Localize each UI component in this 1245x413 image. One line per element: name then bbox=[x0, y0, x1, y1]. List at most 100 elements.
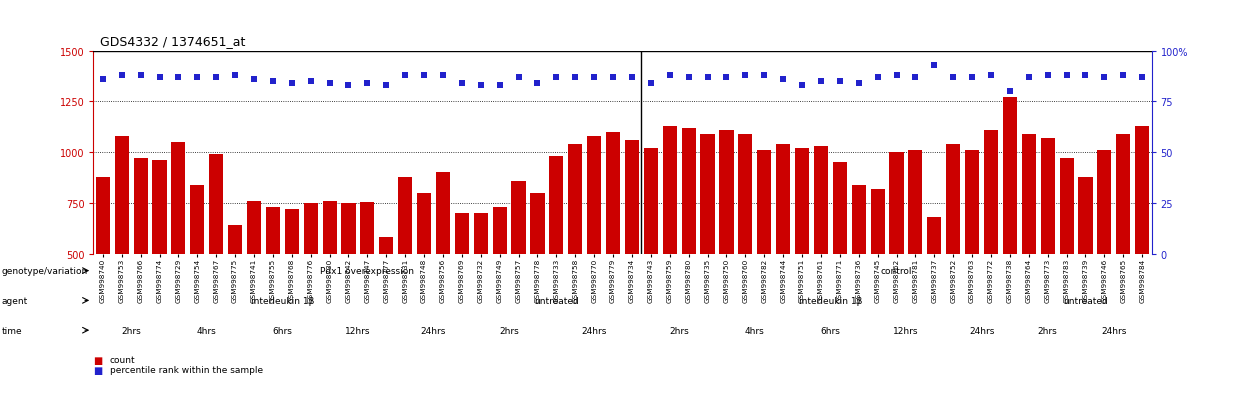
Text: 12hrs: 12hrs bbox=[345, 326, 371, 335]
Point bbox=[736, 73, 756, 79]
Text: 2hrs: 2hrs bbox=[121, 326, 141, 335]
Point bbox=[792, 83, 812, 89]
Bar bbox=[1078, 177, 1093, 254]
Point bbox=[509, 75, 529, 81]
Point bbox=[149, 75, 169, 81]
Bar bbox=[1097, 151, 1112, 254]
Text: ■: ■ bbox=[93, 365, 102, 375]
Point bbox=[697, 75, 717, 81]
Point bbox=[112, 73, 132, 79]
Point bbox=[187, 75, 207, 81]
Bar bbox=[814, 147, 828, 254]
Bar bbox=[266, 207, 280, 254]
Point bbox=[320, 81, 340, 87]
Point bbox=[1000, 89, 1020, 95]
Bar bbox=[152, 161, 167, 254]
Point bbox=[489, 83, 509, 89]
Text: 2hrs: 2hrs bbox=[499, 326, 519, 335]
Text: 4hrs: 4hrs bbox=[197, 326, 217, 335]
Bar bbox=[96, 177, 110, 254]
Bar bbox=[928, 218, 941, 254]
Text: genotype/variation: genotype/variation bbox=[1, 266, 87, 275]
Point bbox=[395, 73, 415, 79]
Bar bbox=[1041, 139, 1055, 254]
Bar bbox=[341, 204, 356, 254]
Point bbox=[1018, 75, 1038, 81]
Text: 24hrs: 24hrs bbox=[969, 326, 995, 335]
Bar bbox=[1117, 135, 1130, 254]
Point bbox=[1132, 75, 1152, 81]
Bar bbox=[625, 141, 639, 254]
Bar bbox=[984, 131, 998, 254]
Text: control: control bbox=[880, 266, 913, 275]
Text: percentile rank within the sample: percentile rank within the sample bbox=[110, 366, 263, 375]
Point bbox=[830, 79, 850, 85]
Point bbox=[1094, 75, 1114, 81]
Point bbox=[944, 75, 964, 81]
Bar bbox=[588, 137, 601, 254]
Point bbox=[849, 81, 869, 87]
Bar bbox=[417, 193, 431, 254]
Point bbox=[1057, 73, 1077, 79]
Point bbox=[603, 75, 622, 81]
Point bbox=[886, 73, 906, 79]
Bar bbox=[1059, 159, 1073, 254]
Point bbox=[471, 83, 491, 89]
Text: ■: ■ bbox=[93, 355, 102, 365]
Bar bbox=[1135, 126, 1149, 254]
Bar bbox=[380, 238, 393, 254]
Bar bbox=[285, 209, 299, 254]
Point bbox=[339, 83, 359, 89]
Text: untreated: untreated bbox=[1063, 296, 1108, 305]
Point bbox=[207, 75, 227, 81]
Point bbox=[225, 73, 245, 79]
Point bbox=[679, 75, 698, 81]
Bar bbox=[1022, 135, 1036, 254]
Bar bbox=[398, 177, 412, 254]
Point bbox=[1076, 73, 1096, 79]
Point bbox=[868, 75, 888, 81]
Point bbox=[962, 75, 982, 81]
Text: 24hrs: 24hrs bbox=[581, 326, 606, 335]
Bar bbox=[322, 202, 336, 254]
Bar bbox=[701, 135, 715, 254]
Bar bbox=[681, 128, 696, 254]
Text: 6hrs: 6hrs bbox=[273, 326, 293, 335]
Bar bbox=[870, 189, 885, 254]
Point bbox=[565, 75, 585, 81]
Bar bbox=[757, 151, 772, 254]
Point bbox=[528, 81, 548, 87]
Text: agent: agent bbox=[1, 296, 27, 305]
Bar bbox=[720, 131, 733, 254]
Point bbox=[547, 75, 566, 81]
Bar bbox=[304, 204, 317, 254]
Bar bbox=[909, 151, 923, 254]
Point bbox=[168, 75, 188, 81]
Bar bbox=[247, 202, 261, 254]
Point bbox=[244, 77, 264, 83]
Text: 12hrs: 12hrs bbox=[893, 326, 919, 335]
Text: Pdx1 overexpression: Pdx1 overexpression bbox=[320, 266, 415, 275]
Bar bbox=[549, 157, 564, 254]
Bar bbox=[738, 135, 752, 254]
Text: untreated: untreated bbox=[534, 296, 579, 305]
Bar bbox=[568, 145, 583, 254]
Point bbox=[131, 73, 151, 79]
Bar bbox=[644, 149, 657, 254]
Point bbox=[622, 75, 642, 81]
Point bbox=[716, 75, 736, 81]
Bar bbox=[833, 163, 847, 254]
Bar bbox=[946, 145, 960, 254]
Bar bbox=[209, 155, 223, 254]
Text: count: count bbox=[110, 355, 136, 364]
Point bbox=[415, 73, 435, 79]
Text: GDS4332 / 1374651_at: GDS4332 / 1374651_at bbox=[100, 35, 245, 47]
Bar bbox=[133, 159, 148, 254]
Point bbox=[452, 81, 472, 87]
Point bbox=[754, 73, 774, 79]
Point bbox=[1038, 73, 1058, 79]
Bar bbox=[473, 214, 488, 254]
Text: 2hrs: 2hrs bbox=[1038, 326, 1057, 335]
Point bbox=[810, 79, 830, 85]
Bar bbox=[512, 181, 525, 254]
